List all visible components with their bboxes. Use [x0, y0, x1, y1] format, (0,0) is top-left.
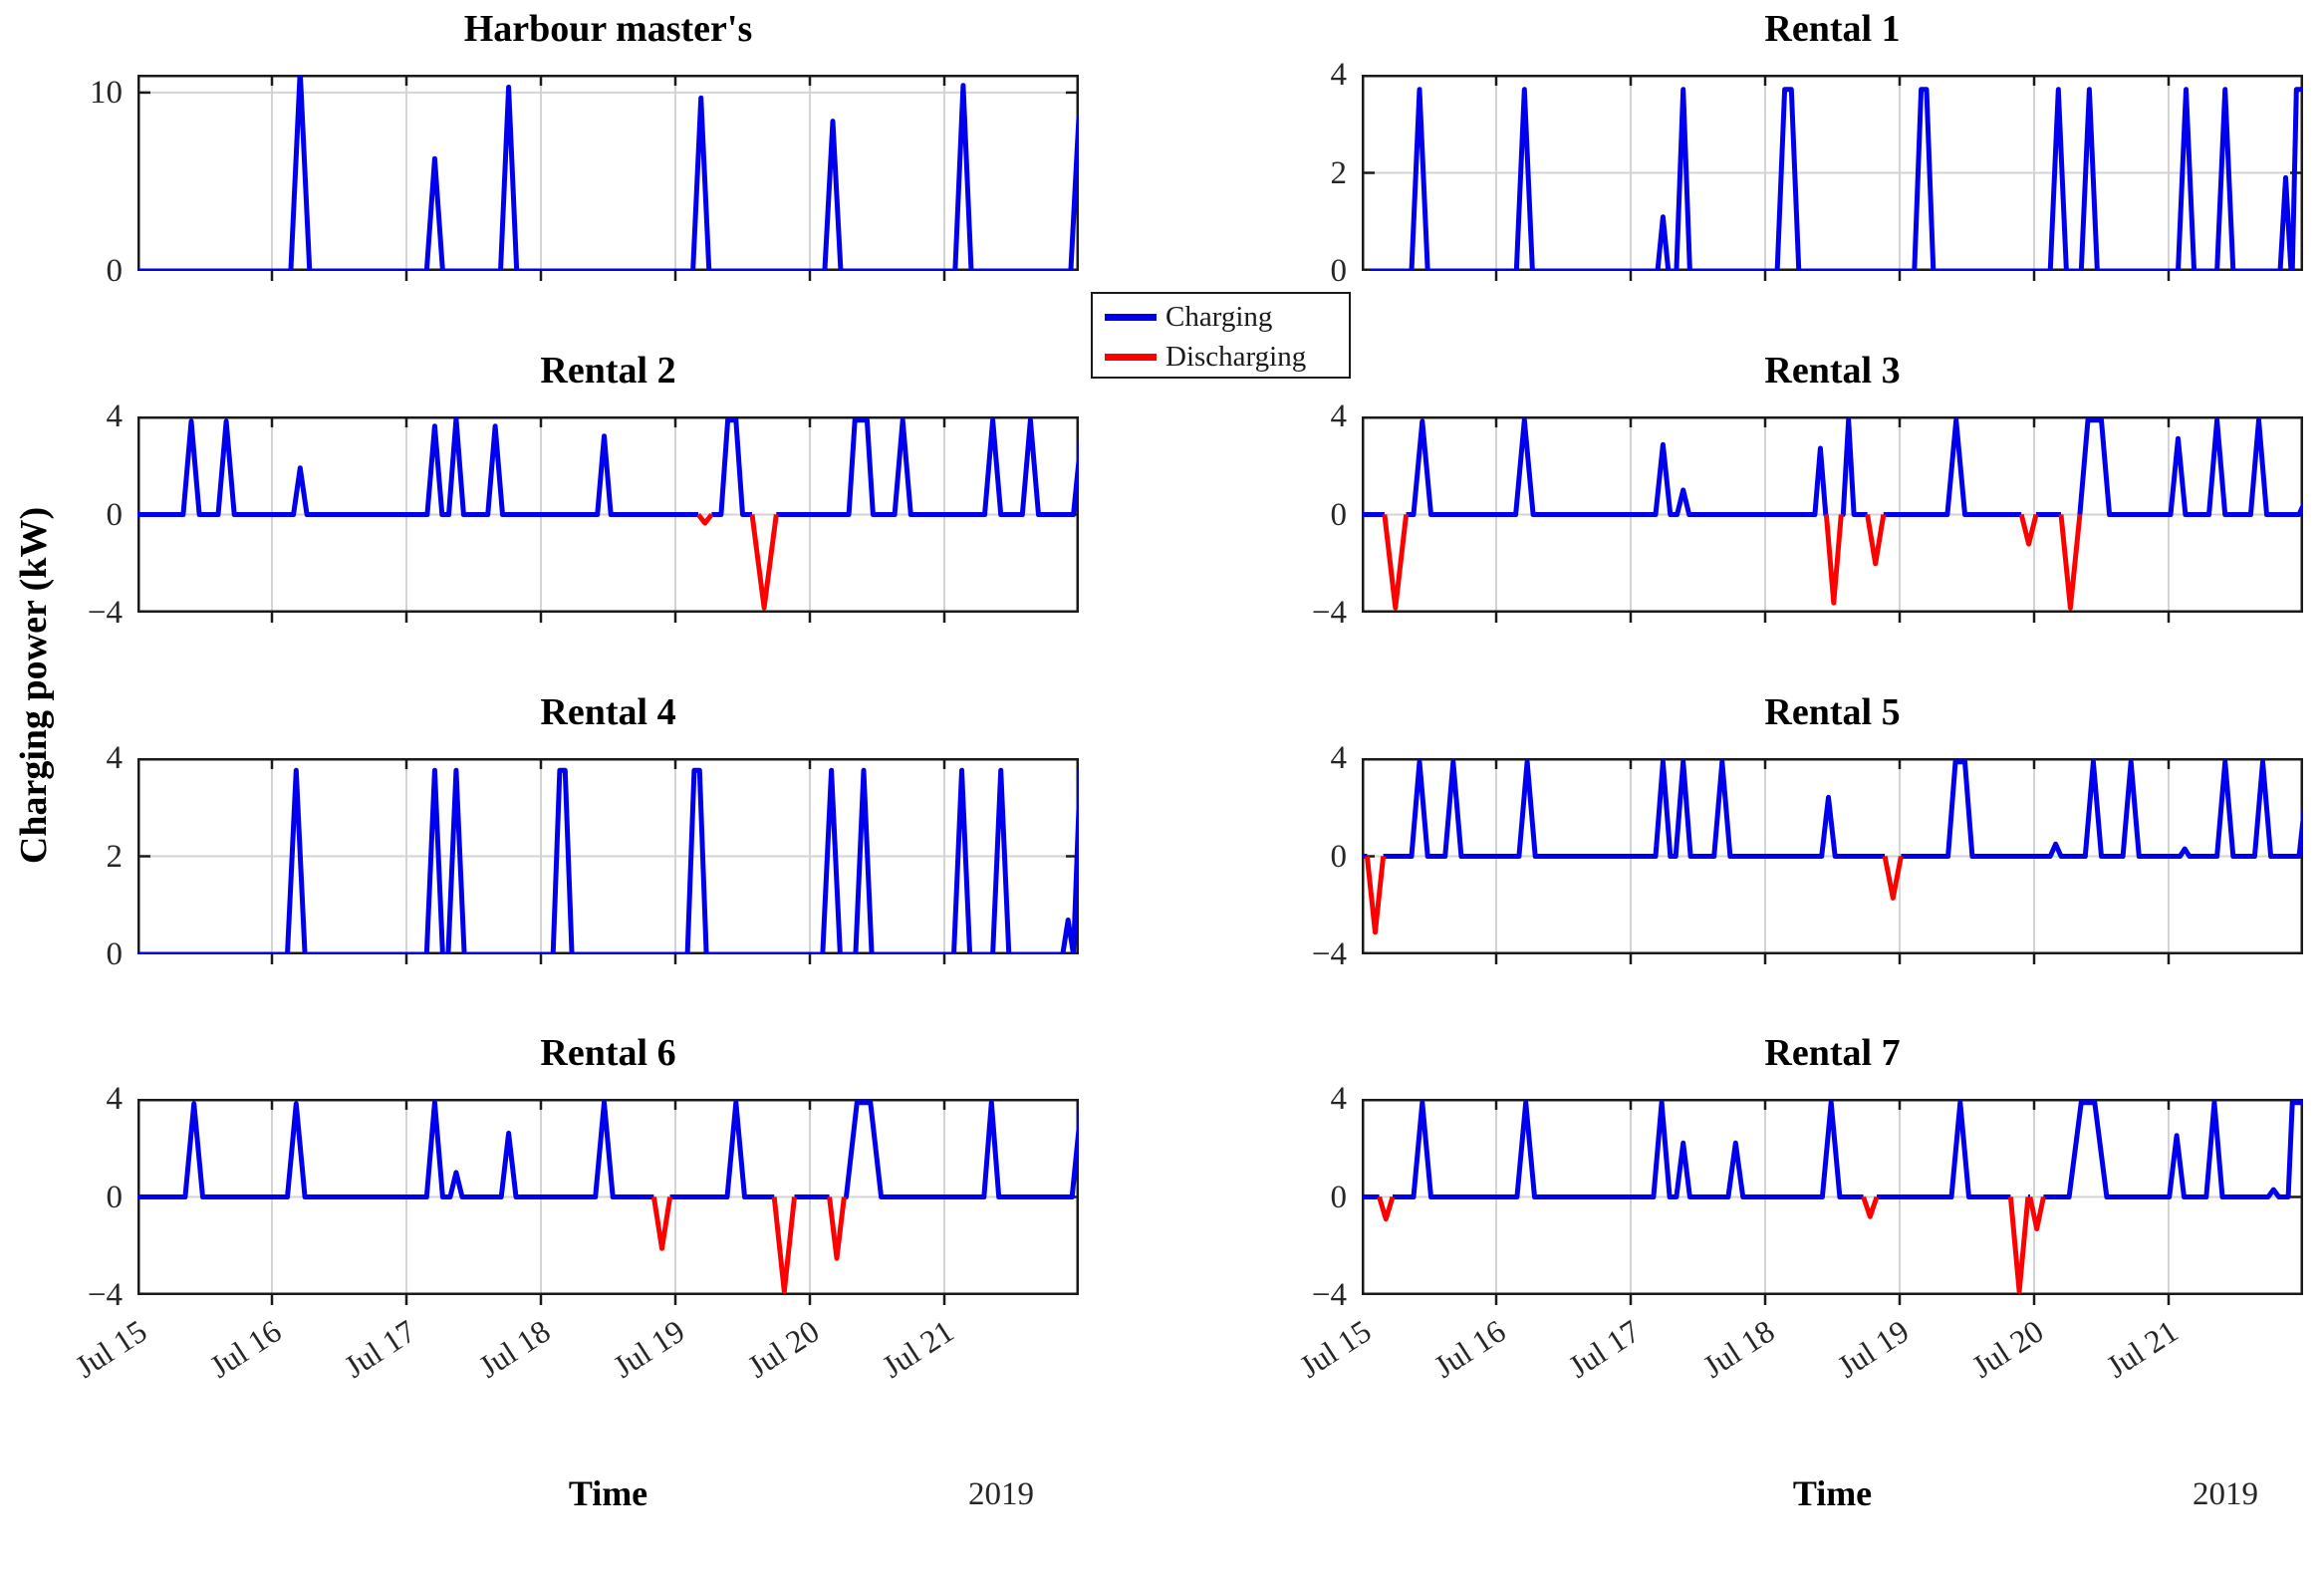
charging-line [137, 416, 1079, 517]
subplot-rental-7: Rental 7 −4 0 4 Jul 15 Jul 16 Jul 17 Jul 18 Jul … [1197, 1029, 2324, 1584]
x-tick-label: Jul 16 [203, 1312, 288, 1385]
year-label: 2019 [2193, 1476, 2258, 1512]
charging-line [137, 75, 1079, 271]
y-tick-label: −4 [1311, 936, 1347, 972]
subplot-rental-5: Rental 5 −4 0 4 [1197, 688, 2324, 1044]
discharging-line [2007, 1196, 2031, 1294]
subplot-rental-4: Rental 4 0 2 4 [0, 688, 1139, 1044]
charging-line [137, 1100, 1079, 1199]
subplot-title: Rental 7 [1764, 1032, 1901, 1074]
y-tick-label: 10 [90, 74, 123, 111]
discharging-line [1882, 856, 1904, 901]
subplot-title: Rental 3 [1764, 350, 1901, 392]
discharging-line [1861, 1195, 1880, 1219]
legend-label-charging: Charging [1165, 301, 1273, 333]
y-tick-label: 4 [1330, 1081, 1348, 1117]
x-tick-label: Jul 20 [1965, 1312, 2050, 1385]
x-tick-label: Jul 21 [2100, 1312, 2185, 1385]
x-tick-label: Jul 17 [338, 1312, 422, 1385]
charging-line [1362, 1100, 2303, 1199]
y-tick-label: 4 [106, 1081, 124, 1117]
x-tick-label: Jul 16 [1427, 1312, 1512, 1385]
charging-line [137, 767, 1079, 954]
plot-area [1362, 75, 2303, 281]
plot-area [1362, 1099, 2303, 1305]
subplot-rental-3: Rental 3 −4 0 4 [1197, 347, 2324, 702]
y-tick-label: 4 [1330, 398, 1348, 434]
discharging-line [2027, 1195, 2046, 1231]
legend-item-discharging: Discharging [1105, 340, 1306, 374]
x-tick-label: Jul 21 [876, 1312, 960, 1385]
charging-line [1370, 87, 2303, 271]
legend-item-charging: Charging [1105, 300, 1272, 334]
subplot-title: Rental 6 [540, 1032, 676, 1074]
plot-area [137, 416, 1079, 623]
y-tick-label: 0 [106, 253, 124, 289]
y-tick-label: 4 [106, 740, 124, 776]
subplot-title: Harbour master's [463, 8, 753, 50]
y-tick-label: 0 [1330, 496, 1348, 533]
y-tick-label: −4 [1311, 595, 1347, 631]
subplot-rental-1: Rental 1 0 2 4 [1197, 5, 2324, 361]
charging-line [1362, 417, 2303, 517]
plot-area [1362, 416, 2303, 623]
y-tick-label: 4 [106, 398, 124, 434]
x-tick-label: Jul 17 [1562, 1312, 1647, 1385]
discharging-line [696, 512, 714, 526]
y-tick-label: 2 [106, 838, 124, 875]
discharging-line [1382, 514, 1410, 611]
subplot-rental-6: Rental 6 −4 0 4 Jul 15 Jul 16 Jul 17 Jul 18 Jul … [0, 1029, 1139, 1584]
subplot-harbour-master-s: Harbour master's 0 10 [0, 5, 1139, 361]
y-tick-label: 2 [1330, 154, 1348, 191]
y-tick-label: −4 [1311, 1277, 1347, 1313]
year-label: 2019 [968, 1476, 1034, 1512]
subplot-title: Rental 5 [1764, 691, 1901, 733]
plot-area [1362, 758, 2303, 964]
plot-area [137, 1099, 1079, 1305]
discharging-line [1362, 270, 1371, 271]
figure-canvas: Charging power (kW) Charging Discharging… [0, 5, 2324, 1513]
x-tick-label: Jul 20 [741, 1312, 826, 1385]
x-tick-label: Jul 15 [69, 1312, 153, 1385]
y-tick-label: 4 [1330, 740, 1348, 776]
discharging-line [1823, 514, 1844, 606]
y-tick-label: 4 [1330, 57, 1348, 93]
discharging-line [749, 514, 779, 611]
discharging-line [1865, 514, 1887, 567]
subplot-title: Rental 4 [540, 691, 676, 733]
y-tick-label: 0 [106, 936, 124, 972]
plot-area [137, 75, 1079, 281]
subplot-rental-2: Rental 2 −4 0 4 [0, 347, 1139, 702]
x-tick-label: Jul 18 [472, 1312, 557, 1385]
legend-label-discharging: Discharging [1165, 341, 1307, 373]
x-tick-label: Jul 19 [1831, 1312, 1916, 1385]
discharging-line [1377, 1195, 1396, 1222]
plot-area [137, 758, 1079, 964]
discharging-line [827, 1196, 847, 1261]
legend: Charging Discharging [1091, 292, 1351, 379]
discharging-line [771, 1196, 797, 1294]
discharging-line [650, 1196, 673, 1251]
x-tick-label: Jul 18 [1696, 1312, 1781, 1385]
discharging-line [2018, 513, 2039, 547]
discharging-line-swatch [1105, 353, 1157, 361]
subplot-title: Rental 2 [540, 350, 676, 392]
y-tick-label: −4 [87, 595, 123, 631]
y-tick-label: 0 [1330, 253, 1348, 289]
discharging-line [1364, 856, 1387, 935]
subplot-title: Rental 1 [1764, 8, 1901, 50]
y-tick-label: 0 [1330, 1179, 1348, 1215]
y-tick-label: 0 [106, 496, 124, 533]
charging-line-swatch [1105, 313, 1157, 321]
x-tick-label: Jul 15 [1293, 1312, 1378, 1385]
y-tick-label: −4 [87, 1277, 123, 1313]
y-tick-label: 0 [106, 1179, 124, 1215]
discharging-line [2058, 514, 2083, 611]
x-tick-label: Jul 19 [607, 1312, 691, 1385]
y-tick-label: 0 [1330, 838, 1348, 875]
charging-line [1362, 759, 2303, 859]
